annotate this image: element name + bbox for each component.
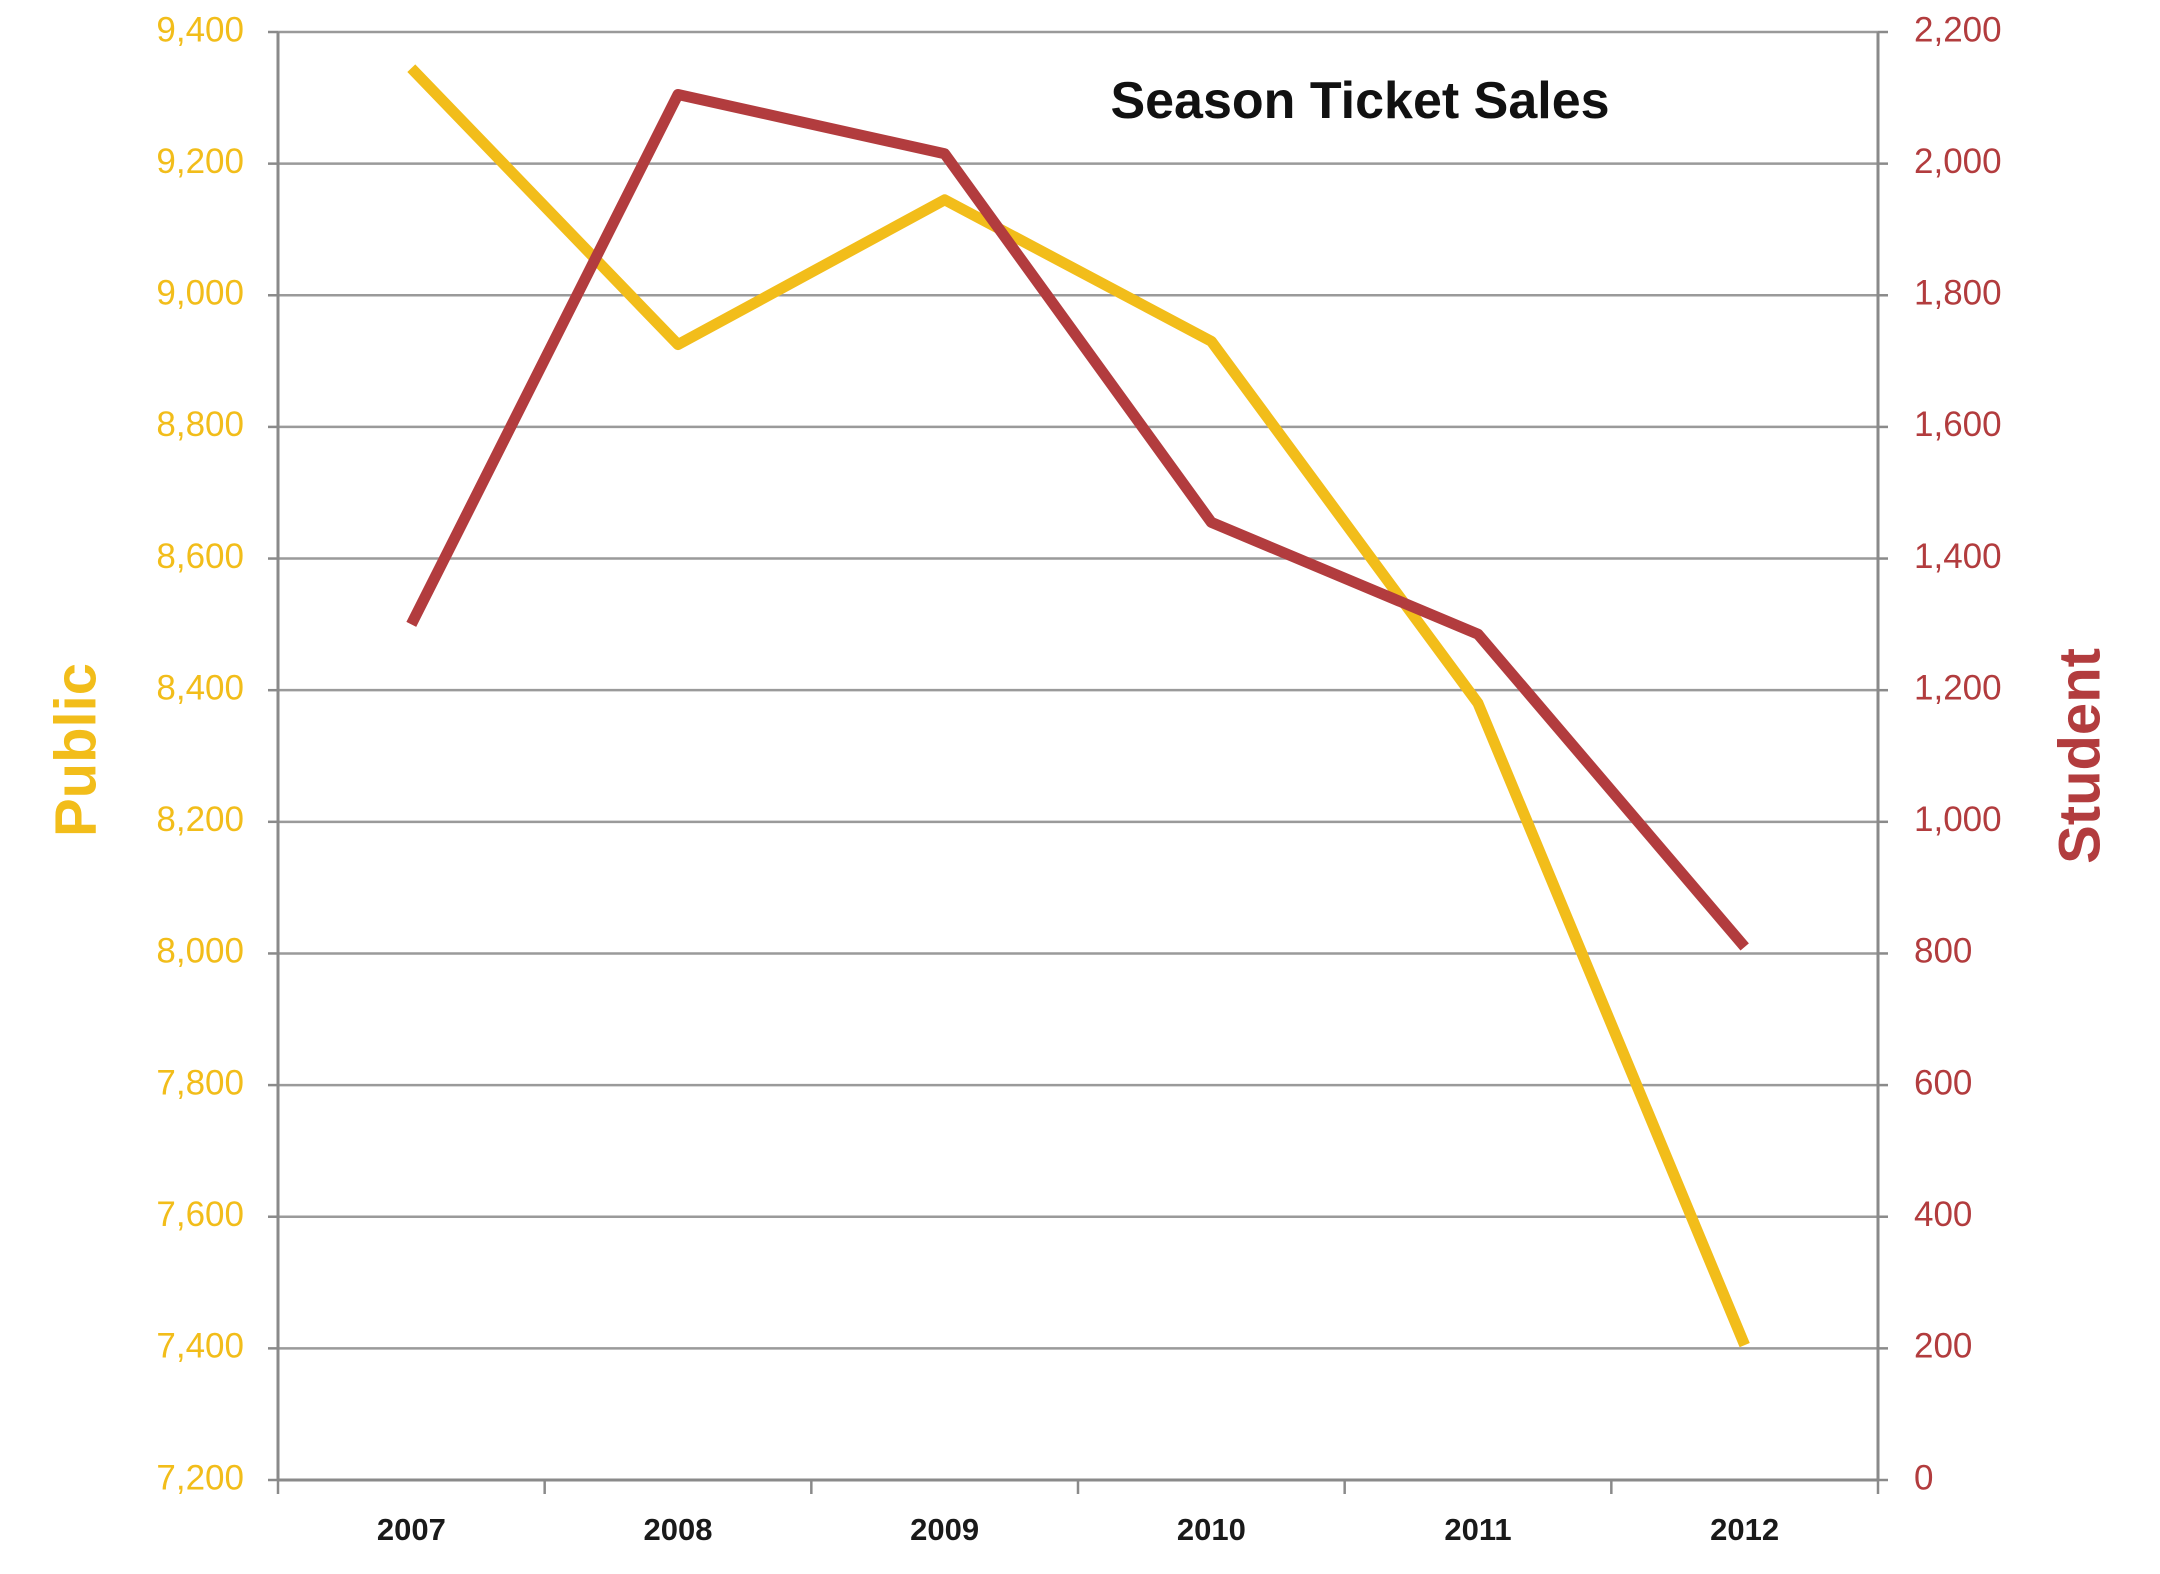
left-tick-label: 7,200 bbox=[156, 1458, 244, 1497]
left-tick-label: 8,200 bbox=[156, 800, 244, 839]
right-tick-label: 800 bbox=[1914, 932, 1972, 971]
data-point-student bbox=[1210, 521, 1212, 523]
x-tick-label: 2007 bbox=[377, 1512, 446, 1547]
left-tick-label: 8,600 bbox=[156, 537, 244, 576]
series-lines bbox=[406, 64, 1750, 1348]
x-tick-label: 2012 bbox=[1710, 1512, 1779, 1547]
data-point-public bbox=[1744, 1344, 1746, 1346]
right-tick-label: 200 bbox=[1914, 1327, 1972, 1366]
left-tick-label: 9,000 bbox=[156, 274, 244, 313]
data-point-public bbox=[1477, 702, 1479, 704]
data-point-student bbox=[677, 94, 679, 96]
right-tick-label: 2,200 bbox=[1914, 10, 2002, 49]
data-point-public bbox=[944, 199, 946, 201]
left-tick-label: 8,800 bbox=[156, 405, 244, 444]
right-tick-label: 1,000 bbox=[1914, 800, 2002, 839]
x-tick-label: 2009 bbox=[910, 1512, 979, 1547]
axes bbox=[268, 30, 1888, 1494]
chart-title: Season Ticket Sales bbox=[1110, 72, 1609, 130]
right-tick-label: 2,000 bbox=[1914, 142, 2002, 181]
right-tick-label: 1,200 bbox=[1914, 668, 2002, 707]
right-tick-label: 1,800 bbox=[1914, 274, 2002, 313]
tick-labels: 7,200 0 7,400 200 7,600 400 7,800 600 8,000 800 8,… bbox=[156, 10, 2001, 1547]
data-point-public bbox=[677, 344, 679, 346]
left-tick-label: 9,400 bbox=[156, 10, 244, 49]
left-axis-title: Public bbox=[43, 663, 108, 837]
left-tick-label: 7,800 bbox=[156, 1063, 244, 1102]
data-point-student bbox=[944, 153, 946, 155]
right-tick-label: 1,600 bbox=[1914, 405, 2002, 444]
series-line-student bbox=[406, 89, 1749, 951]
right-axis-title: Student bbox=[2047, 648, 2112, 864]
data-point-student bbox=[410, 623, 412, 625]
data-point-student bbox=[1477, 633, 1479, 635]
right-tick-label: 1,400 bbox=[1914, 537, 2002, 576]
left-tick-label: 7,400 bbox=[156, 1327, 244, 1366]
x-tick-label: 2010 bbox=[1177, 1512, 1246, 1547]
x-tick-label: 2011 bbox=[1444, 1512, 1511, 1547]
right-tick-label: 600 bbox=[1914, 1063, 1972, 1102]
series-line-public bbox=[407, 64, 1750, 1348]
data-point-public bbox=[410, 67, 412, 69]
left-tick-label: 7,600 bbox=[156, 1195, 244, 1234]
data-point-student bbox=[1744, 946, 1746, 948]
right-tick-label: 400 bbox=[1914, 1195, 1972, 1234]
gridlines bbox=[278, 30, 1878, 1350]
x-tick-label: 2008 bbox=[644, 1512, 713, 1547]
left-tick-label: 8,400 bbox=[156, 668, 244, 707]
left-tick-label: 9,200 bbox=[156, 142, 244, 181]
data-point-public bbox=[1210, 340, 1212, 342]
right-tick-label: 0 bbox=[1914, 1458, 1933, 1497]
left-tick-label: 8,000 bbox=[156, 932, 244, 971]
